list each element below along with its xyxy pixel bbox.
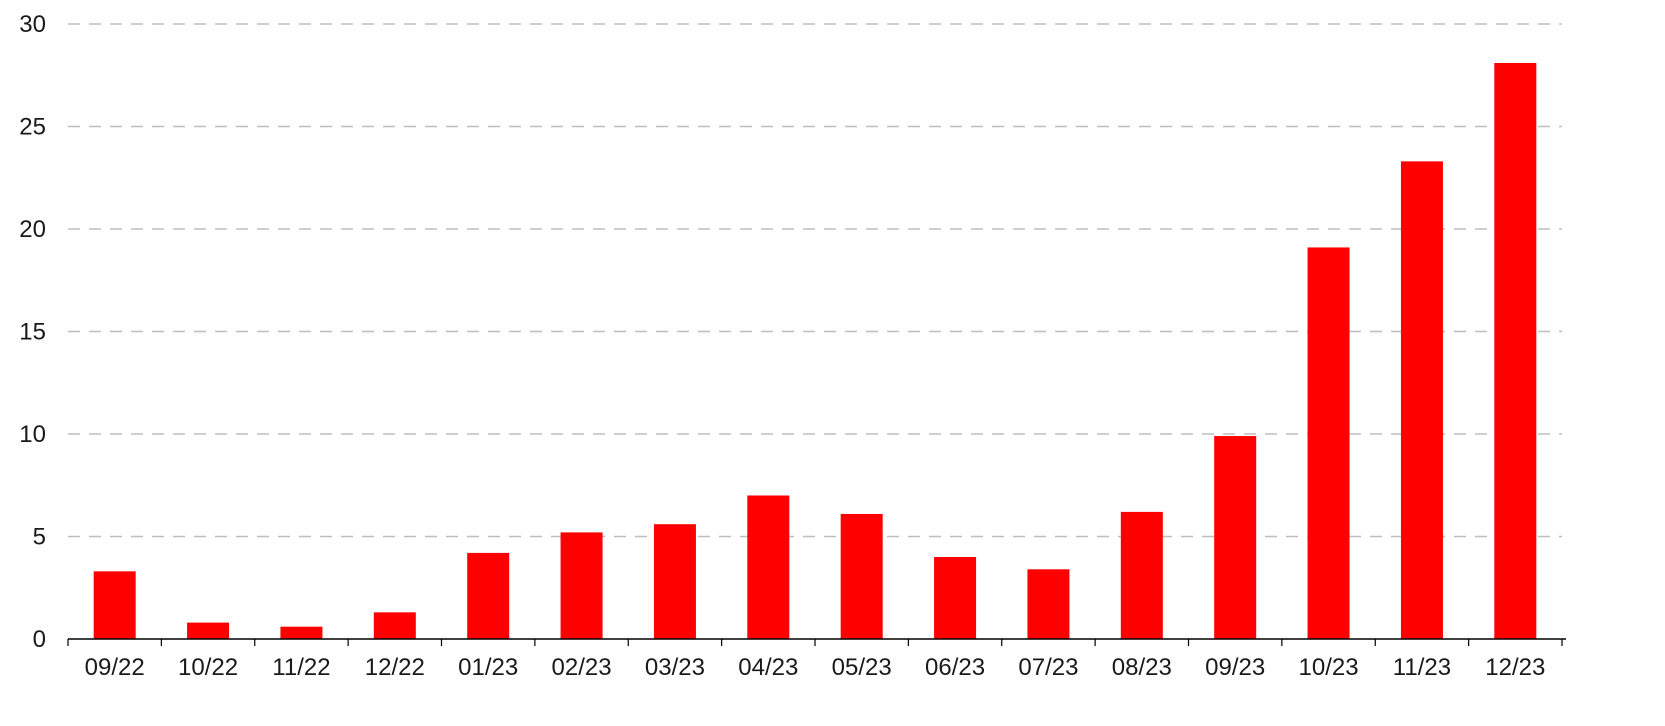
bar — [93, 571, 136, 639]
y-tick-label: 0 — [33, 626, 46, 653]
x-tick-label: 04/23 — [738, 654, 798, 681]
y-tick-label: 20 — [19, 216, 46, 243]
x-tick-label: 12/22 — [365, 654, 425, 681]
bar — [1400, 161, 1443, 639]
x-tick-label: 06/23 — [925, 654, 985, 681]
x-tick-label: 11/23 — [1393, 654, 1451, 681]
x-tick-label: 10/23 — [1299, 654, 1359, 681]
y-axis-ticks: 0 5 10 15 20 25 30 — [19, 11, 46, 653]
bar — [934, 557, 977, 639]
y-tick-label: 5 — [33, 524, 46, 551]
x-tick-label: 08/23 — [1112, 654, 1172, 681]
y-tick-label: 30 — [19, 11, 46, 38]
bar — [1027, 569, 1070, 639]
bar — [280, 626, 323, 639]
bar — [1307, 247, 1350, 639]
bar — [467, 552, 510, 639]
x-tick-label: 12/23 — [1485, 654, 1545, 681]
x-tick-label: 05/23 — [832, 654, 892, 681]
x-tick-label: 02/23 — [552, 654, 612, 681]
x-tick-label: 11/22 — [272, 654, 330, 681]
bar — [747, 495, 790, 639]
y-tick-label: 25 — [19, 114, 46, 141]
bar — [187, 622, 230, 639]
bar — [1120, 511, 1163, 639]
bar — [1494, 62, 1537, 639]
x-axis-ticks: 09/22 10/22 11/22 12/22 01/23 02/23 03/23 04/23… — [85, 654, 1546, 681]
axes — [67, 638, 1566, 646]
x-tick-label: 09/22 — [85, 654, 145, 681]
bars — [93, 62, 1537, 639]
x-tick-label: 03/23 — [645, 654, 705, 681]
bar — [840, 513, 883, 639]
bar — [373, 612, 416, 639]
x-tick-label: 01/23 — [458, 654, 518, 681]
x-tick-label: 07/23 — [1018, 654, 1078, 681]
y-tick-label: 15 — [19, 319, 46, 346]
x-tick-label: 09/23 — [1205, 654, 1265, 681]
y-tick-label: 10 — [19, 421, 46, 448]
bar — [560, 532, 603, 639]
bar — [653, 524, 696, 639]
x-tick-label: 10/22 — [178, 654, 238, 681]
bar — [1214, 436, 1257, 639]
